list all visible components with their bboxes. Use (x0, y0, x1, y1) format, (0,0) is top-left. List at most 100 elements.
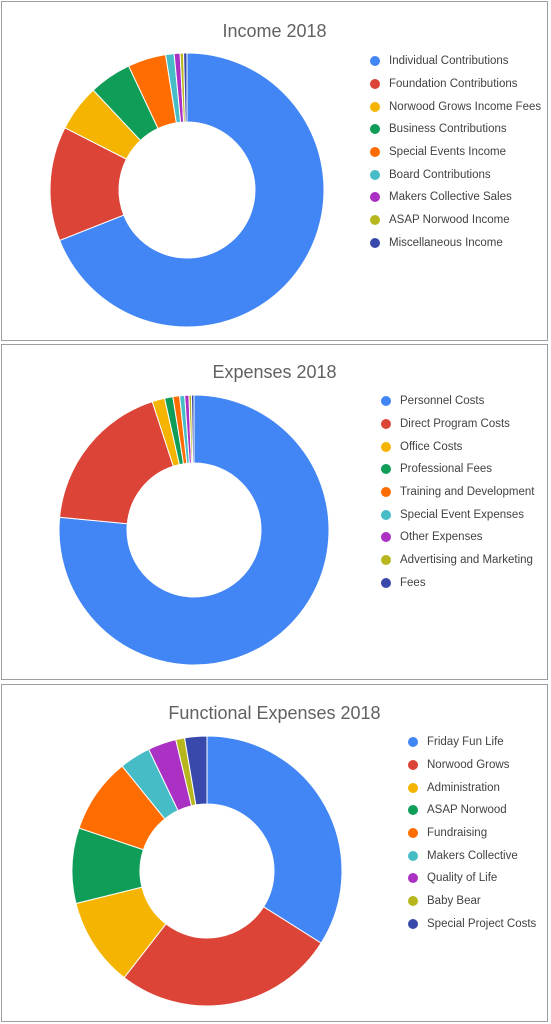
legend-label: Norwood Grows Income Fees (389, 100, 542, 113)
legend-label: Special Project Costs (427, 917, 537, 930)
legend-swatch-icon (381, 441, 391, 452)
expenses-donut-chart (58, 394, 330, 666)
legend-label: Professional Fees (400, 463, 493, 476)
legend-label: Friday Fun Life (427, 736, 504, 749)
legend-swatch-icon (408, 850, 418, 861)
functional-expenses-chart-panel: Functional Expenses 2018 Friday Fun Life… (1, 684, 548, 1022)
legend-item: Business Contributions (370, 118, 541, 141)
legend-item: Norwood Grows (408, 754, 536, 777)
functional-expenses-legend: Friday Fun Life Norwood Grows Administrati… (408, 731, 536, 935)
legend-item: Makers Collective Sales (370, 186, 541, 209)
legend-swatch-icon (381, 487, 391, 498)
legend-swatch-icon (370, 101, 380, 112)
legend-item: Board Contributions (370, 163, 541, 186)
legend-item: Special Event Expenses (381, 503, 534, 526)
donut-slice-individual-contributions (58, 52, 325, 328)
legend-swatch-icon (408, 737, 418, 748)
legend-label: Business Contributions (389, 123, 507, 136)
donut-slice-fees (190, 394, 195, 464)
expenses-legend: Personnel Costs Direct Program Costs Offic… (381, 390, 534, 594)
income-chart-panel: Income 2018 Individual Contributions Foun… (1, 1, 548, 341)
legend-label: Quality of Life (427, 872, 498, 885)
legend-swatch-icon (381, 555, 391, 566)
legend-label: Training and Development (400, 486, 535, 499)
donut-slice-friday-fun-life (206, 735, 343, 944)
legend-label: ASAP Norwood (427, 804, 507, 817)
legend-label: Foundation Contributions (389, 78, 518, 91)
donut-slice-norwood-grows (123, 906, 322, 1007)
legend-swatch-icon (408, 782, 418, 793)
donut-slice-personnel-costs (58, 394, 330, 666)
donut-slice-miscellaneous-income (183, 52, 188, 123)
legend-label: Miscellaneous Income (389, 236, 503, 249)
legend-item: Miscellaneous Income (370, 232, 541, 255)
legend-label: Special Event Expenses (400, 508, 525, 521)
income-legend: Individual Contributions Foundation Contr… (370, 50, 541, 254)
legend-label: Baby Bear (427, 895, 481, 908)
legend-label: Fees (400, 576, 426, 589)
legend-swatch-icon (408, 918, 418, 929)
functional-expenses-donut-chart (71, 735, 343, 1007)
legend-label: Administration (427, 781, 500, 794)
legend-item: Norwood Grows Income Fees (370, 95, 541, 118)
legend-swatch-icon (370, 56, 380, 67)
legend-swatch-icon (370, 169, 380, 180)
legend-swatch-icon (370, 147, 380, 158)
chart-title: Income 2018 (222, 21, 327, 41)
legend-item: Administration (408, 776, 536, 799)
legend-swatch-icon (370, 192, 380, 203)
expenses-chart-panel: Expenses 2018 Personnel Costs Direct Prog… (1, 344, 548, 680)
legend-item: Personnel Costs (381, 390, 534, 413)
legend-swatch-icon (408, 760, 418, 771)
legend-item: ASAP Norwood Income (370, 209, 541, 232)
legend-item: Professional Fees (381, 458, 534, 481)
legend-item: Fees (381, 572, 534, 595)
legend-label: Other Expenses (400, 531, 483, 544)
legend-swatch-icon (408, 896, 418, 907)
legend-item: Direct Program Costs (381, 413, 534, 436)
legend-swatch-icon (370, 124, 380, 135)
legend-label: ASAP Norwood Income (389, 214, 510, 227)
legend-label: Direct Program Costs (400, 418, 510, 431)
legend-swatch-icon (370, 79, 380, 90)
legend-item: Quality of Life (408, 867, 536, 890)
chart-title: Functional Expenses 2018 (168, 703, 381, 723)
legend-swatch-icon (381, 577, 391, 588)
legend-item: Other Expenses (381, 526, 534, 549)
legend-label: Advertising and Marketing (400, 554, 533, 567)
donut-slice-direct-program-costs (59, 400, 174, 525)
donut-slice-special-project-costs (184, 735, 208, 806)
legend-item: Baby Bear (408, 890, 536, 913)
legend-label: Makers Collective Sales (389, 191, 512, 204)
legend-item: Friday Fun Life (408, 731, 536, 754)
legend-item: Special Events Income (370, 141, 541, 164)
legend-item: ASAP Norwood (408, 799, 536, 822)
legend-label: Board Contributions (389, 168, 491, 181)
legend-swatch-icon (381, 464, 391, 475)
legend-label: Norwood Grows (427, 759, 510, 772)
legend-label: Personnel Costs (400, 395, 485, 408)
legend-item: Fundraising (408, 822, 536, 845)
legend-item: Individual Contributions (370, 50, 541, 73)
legend-item: Special Project Costs (408, 913, 536, 936)
legend-swatch-icon (408, 805, 418, 816)
legend-item: Makers Collective (408, 844, 536, 867)
legend-swatch-icon (408, 828, 418, 839)
legend-item: Advertising and Marketing (381, 549, 534, 572)
legend-label: Fundraising (427, 827, 488, 840)
legend-item: Training and Development (381, 481, 534, 504)
legend-swatch-icon (408, 873, 418, 884)
legend-item: Foundation Contributions (370, 73, 541, 96)
legend-swatch-icon (381, 396, 391, 407)
legend-label: Makers Collective (427, 849, 518, 862)
legend-label: Individual Contributions (389, 55, 509, 68)
chart-title: Expenses 2018 (212, 362, 337, 382)
legend-swatch-icon (370, 237, 380, 248)
legend-swatch-icon (381, 419, 391, 430)
legend-label: Special Events Income (389, 146, 506, 159)
income-donut-chart (49, 52, 325, 328)
legend-label: Office Costs (400, 440, 463, 453)
legend-item: Office Costs (381, 435, 534, 458)
legend-swatch-icon (381, 532, 391, 543)
legend-swatch-icon (370, 215, 380, 226)
